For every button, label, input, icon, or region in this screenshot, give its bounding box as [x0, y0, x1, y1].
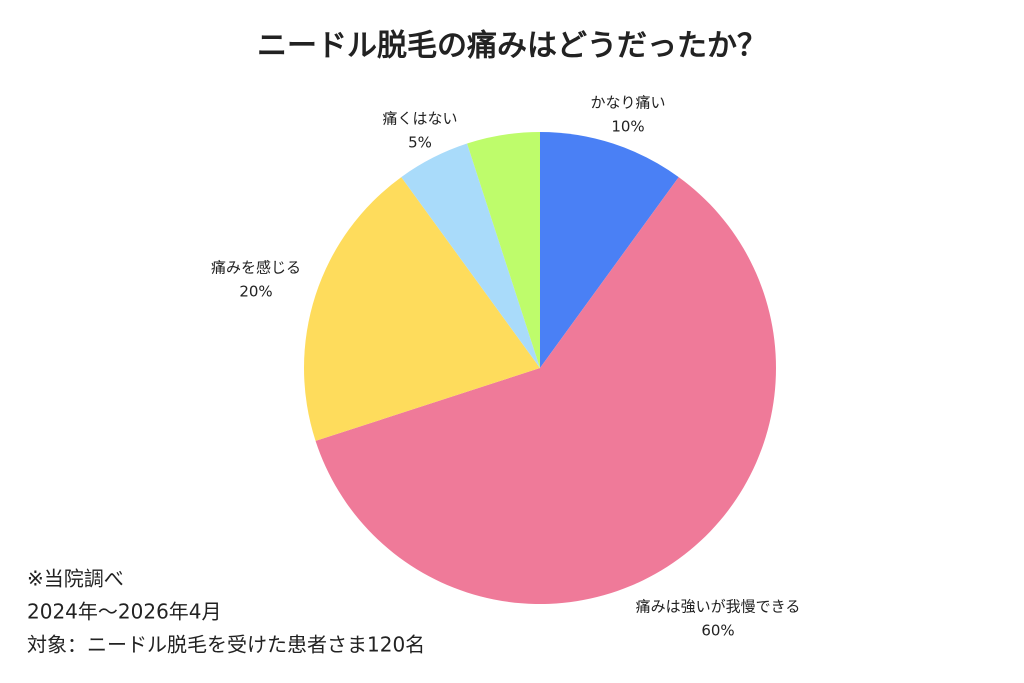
pie-slice	[315, 177, 776, 604]
chart-title: ニードル脱毛の痛みはどうだったか？	[257, 29, 767, 64]
slice-label: 痛くはない	[382, 110, 457, 128]
note: 2024年〜2026年4月	[27, 600, 222, 624]
note: 対象：ニードル脱毛を受けた患者さま120名	[27, 633, 425, 657]
note: ※当院調べ	[27, 567, 124, 591]
value-label: 60%	[701, 622, 734, 640]
slice-label: 痛みは強いが我慢できる	[636, 598, 801, 616]
pie-slice	[467, 132, 540, 368]
value-label: 5%	[408, 134, 432, 152]
pie-slice	[304, 177, 540, 441]
value-label: 20%	[239, 283, 272, 301]
value-label: 10%	[611, 118, 644, 136]
pie-slice	[401, 143, 540, 368]
slice-label: かなり痛い	[590, 94, 665, 112]
pie-slice	[540, 132, 679, 368]
slice-label: 痛みを感じる	[211, 259, 301, 277]
